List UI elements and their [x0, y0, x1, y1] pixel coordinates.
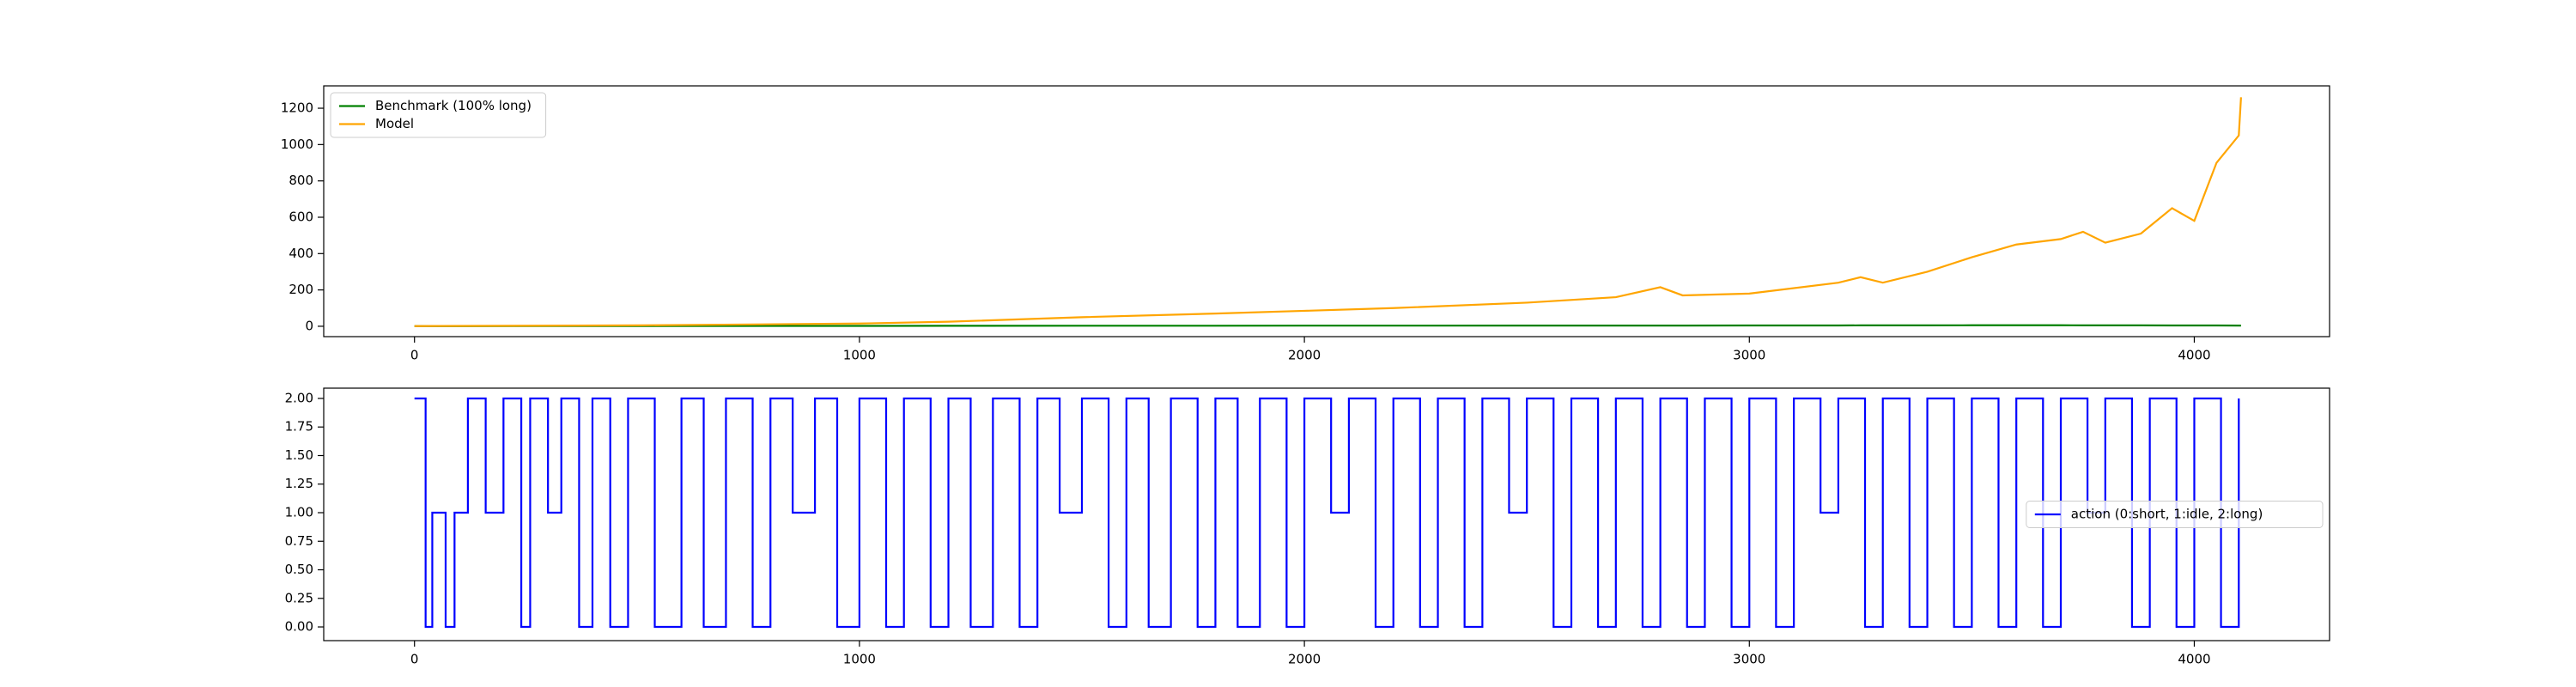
- y-tick-label: 1.75: [285, 419, 313, 435]
- y-tick-label: 600: [289, 209, 313, 224]
- y-tick-label: 0.25: [285, 590, 313, 605]
- series-line: [414, 324, 2241, 327]
- x-tick-label: 3000: [1733, 348, 1765, 363]
- y-tick-label: 0: [305, 318, 313, 333]
- y-tick-label: 1200: [281, 100, 313, 116]
- y-tick-label: 1.25: [285, 476, 313, 491]
- legend: Benchmark (100% long) Model: [330, 92, 547, 138]
- series-line: [414, 397, 2240, 629]
- y-tick-label: 400: [289, 246, 313, 261]
- axes-frame: [323, 387, 2330, 641]
- y-tick-label: 1.50: [285, 447, 313, 463]
- legend-box: [330, 92, 547, 138]
- x-tick-label: 0: [410, 348, 419, 363]
- legend: action (0:short, 1:idle, 2:long): [2026, 501, 2324, 528]
- y-tick-label: 0.50: [285, 562, 313, 577]
- legend-label: Benchmark (100% long): [375, 98, 532, 113]
- x-tick-label: 2000: [1288, 348, 1321, 363]
- x-tick-label: 1000: [843, 348, 876, 363]
- y-tick-label: 0.75: [285, 533, 313, 549]
- x-tick-label: 4000: [2178, 652, 2210, 667]
- y-tick-label: 0.00: [285, 619, 313, 635]
- y-tick-label: 1.00: [285, 505, 313, 520]
- y-tick-label: 1000: [281, 137, 313, 152]
- legend-box: [2026, 501, 2324, 528]
- x-tick-label: 2000: [1288, 652, 1321, 667]
- y-tick-label: 200: [289, 282, 313, 297]
- y-tick-label: 800: [289, 173, 313, 188]
- legend-label: action (0:short, 1:idle, 2:long): [2071, 507, 2263, 522]
- axes-frame: [323, 85, 2330, 337]
- x-tick-label: 3000: [1733, 652, 1765, 667]
- x-tick-label: 0: [410, 652, 419, 667]
- legend-label: Model: [375, 116, 414, 131]
- series-line: [414, 97, 2242, 327]
- y-tick-label: 2.00: [285, 390, 313, 405]
- x-tick-label: 1000: [843, 652, 876, 667]
- x-tick-label: 4000: [2178, 348, 2210, 363]
